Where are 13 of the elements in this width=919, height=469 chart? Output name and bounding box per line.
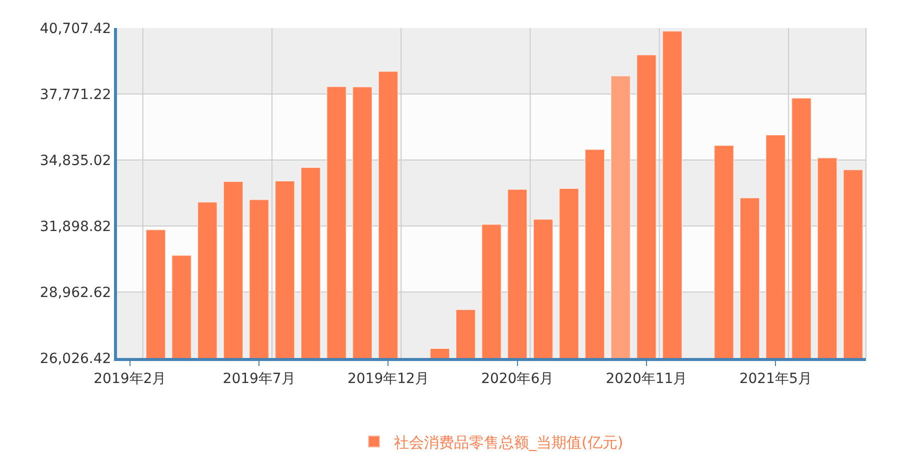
x-tick-label: 2019年2月	[94, 370, 166, 387]
x-tick-label: 2020年6月	[481, 370, 554, 387]
legend-label: 社会消费品零售总额_当期值(亿元)	[394, 433, 624, 452]
y-tick-label: 28,962.62	[40, 284, 112, 301]
x-tick-label: 2020年11月	[606, 370, 688, 387]
y-tick-label: 26,026.42	[40, 350, 112, 367]
y-tick-label: 37,771.22	[40, 86, 112, 103]
y-tick-label: 40,707.42	[40, 20, 112, 37]
x-tick-label: 2019年7月	[222, 370, 296, 387]
y-tick-label: 34,835.02	[40, 152, 112, 169]
x-tick-label: 2019年12月	[347, 370, 429, 387]
y-tick-label: 31,898.82	[40, 218, 112, 235]
x-tick-label: 2021年5月	[739, 370, 812, 387]
